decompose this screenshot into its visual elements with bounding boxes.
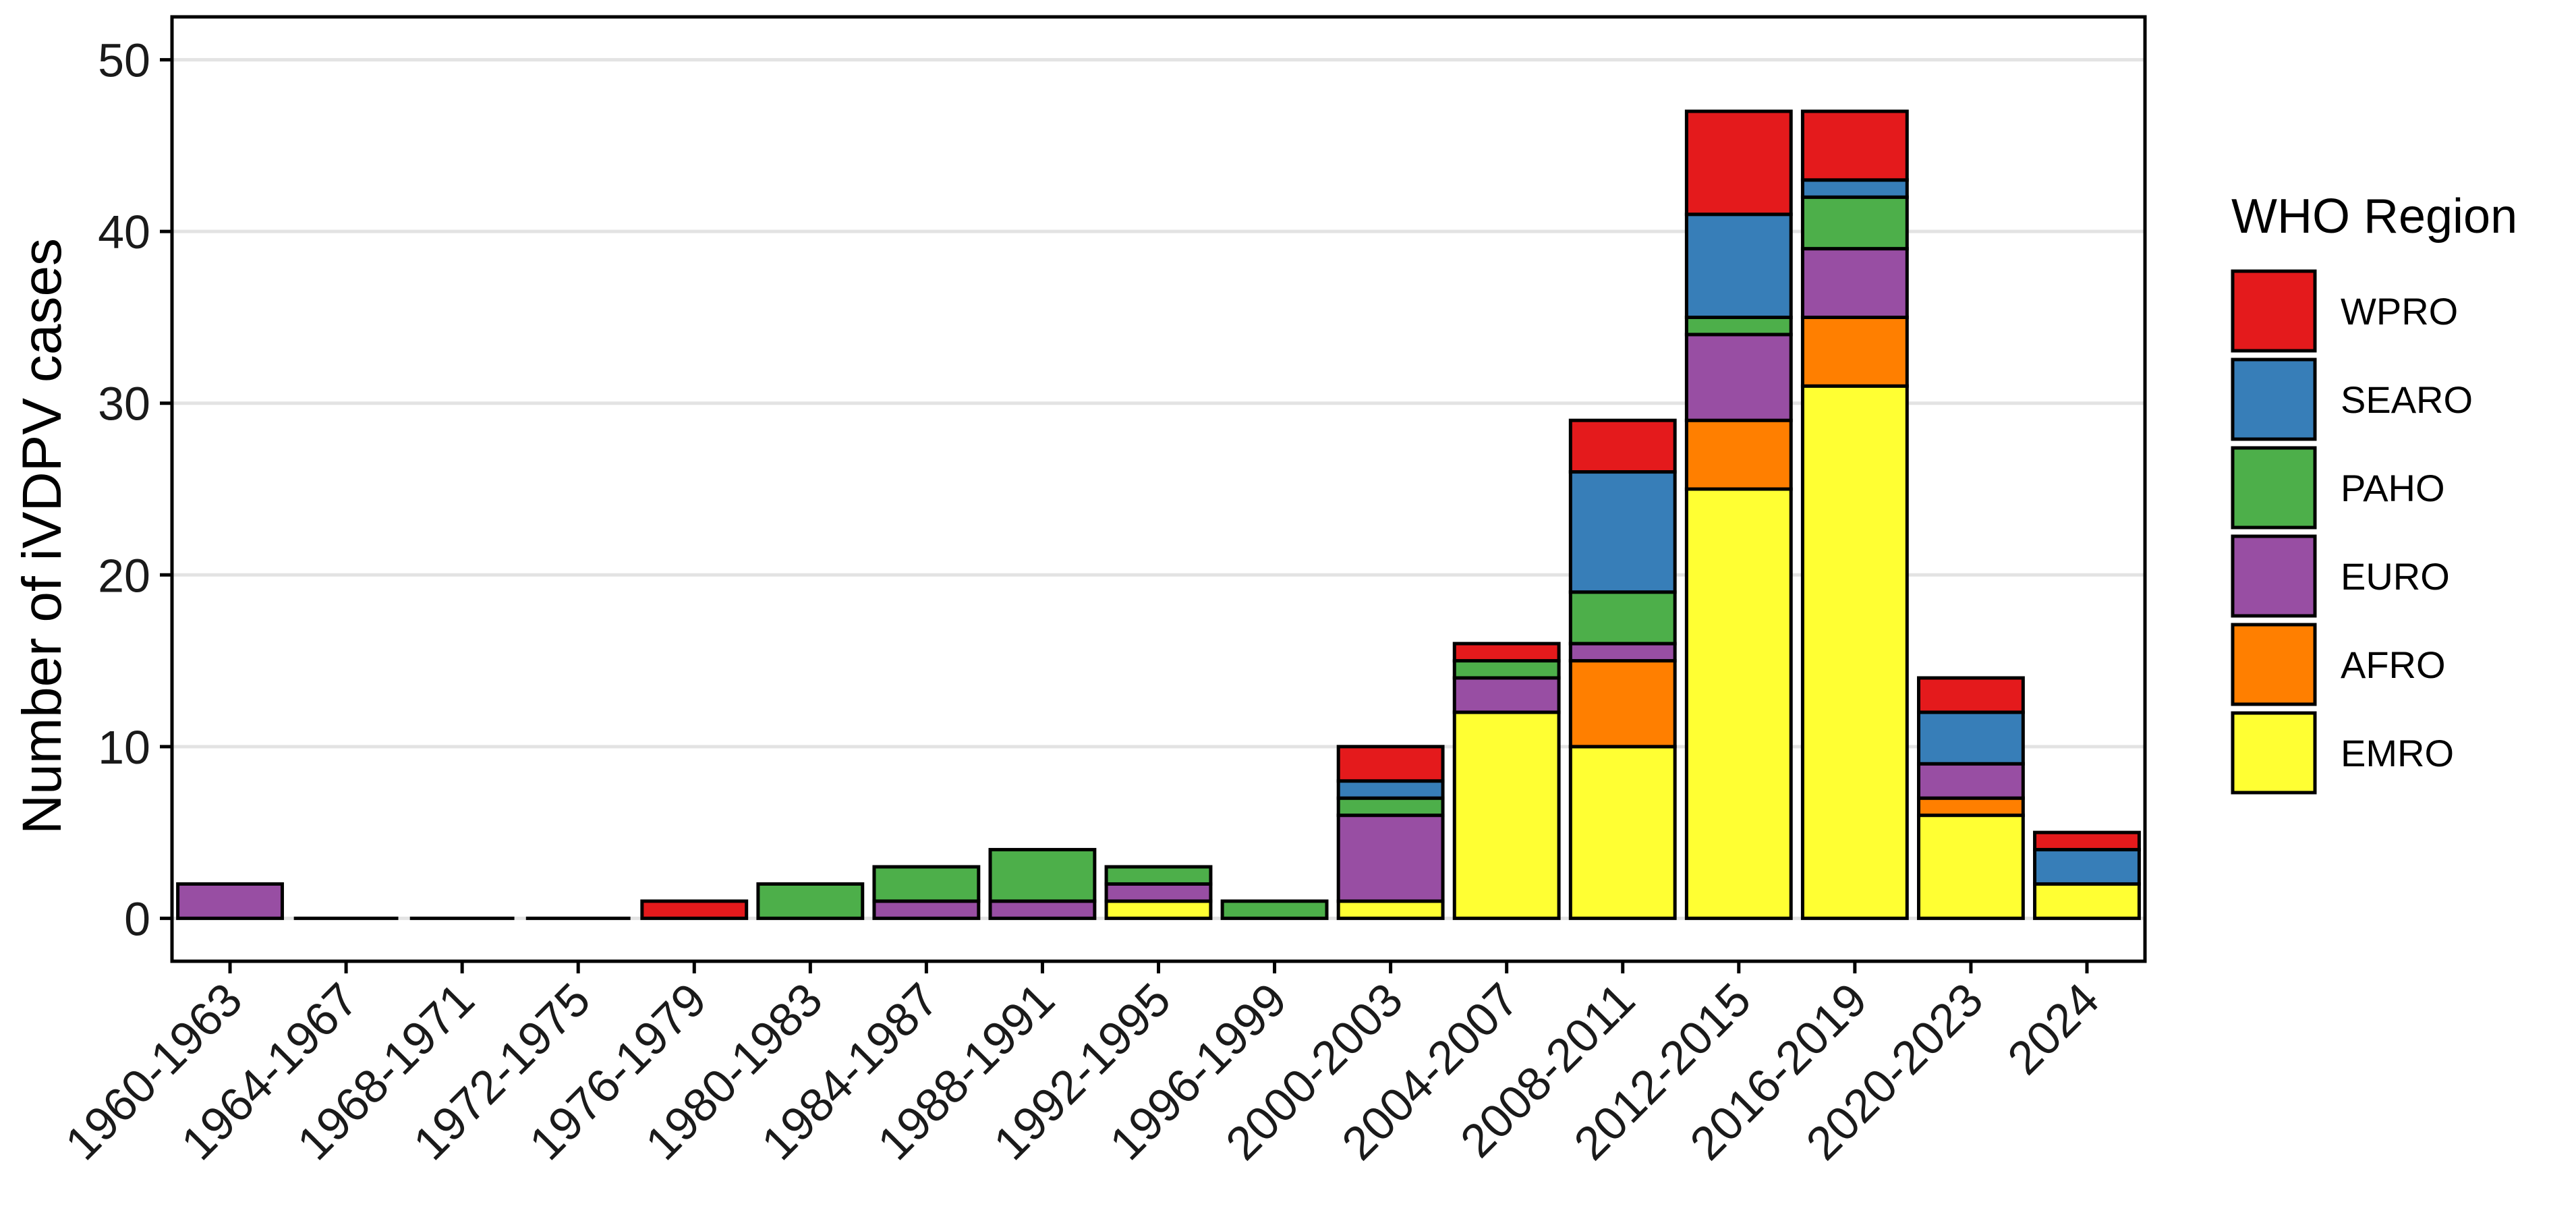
bar-segment-wpro xyxy=(1916,676,2025,714)
bar-segment-euro xyxy=(988,899,1097,920)
bar-segment-paho xyxy=(1568,590,1677,646)
legend-key-searo xyxy=(2231,358,2317,441)
bar-segment-paho xyxy=(1336,796,1445,818)
legend-label-searo: SEARO xyxy=(2341,378,2473,421)
bar-segment-paho xyxy=(1800,195,1909,251)
y-tick-label: 10 xyxy=(98,721,150,774)
bar-segment-wpro xyxy=(640,899,749,920)
y-tick-label: 50 xyxy=(98,34,150,87)
bar-segment-euro xyxy=(1104,882,1213,903)
bar-segment-searo xyxy=(1684,212,1793,319)
y-tick-label: 20 xyxy=(98,549,150,602)
bar-segment-paho xyxy=(1452,659,1561,680)
y-axis: 0 10 20 30 40 50 xyxy=(98,34,172,945)
bar-segment-searo xyxy=(1336,779,1445,800)
bar-segment-wpro xyxy=(2033,830,2141,852)
x-tick-label: 2024 xyxy=(1997,973,2109,1084)
legend-items: WPRO SEARO PAHO EURO AFRO EMRO xyxy=(2231,269,2473,795)
legend-key-afro xyxy=(2231,623,2317,706)
legend-label-wpro: WPRO xyxy=(2341,290,2458,333)
bar-segment-emro xyxy=(1452,710,1561,920)
bar-segment-wpro xyxy=(1684,109,1793,217)
legend-key-emro xyxy=(2231,711,2317,795)
bar-segment-paho xyxy=(1220,899,1329,920)
bar-segment-emro xyxy=(2033,882,2141,920)
legend-label-afro: AFRO xyxy=(2341,644,2446,686)
legend-label-euro: EURO xyxy=(2341,555,2450,598)
bar-segment-searo xyxy=(1568,470,1677,594)
legend: WHO Region WPRO SEARO PAHO EURO AFRO EMRO xyxy=(2231,190,2517,795)
bar-segment-paho xyxy=(1104,865,1213,886)
bar-segment-searo xyxy=(1800,178,1909,199)
legend-label-emro: EMRO xyxy=(2341,732,2454,774)
bar-segment-euro xyxy=(1336,814,1445,903)
bar-segment-wpro xyxy=(1568,418,1677,474)
bar-segment-paho xyxy=(988,848,1097,903)
bar-segment-euro xyxy=(1916,762,2025,800)
bar-segment-emro xyxy=(1800,384,1909,920)
y-tick-label: 30 xyxy=(98,378,150,430)
x-axis: 1960-19631964-19671968-19711972-19751976… xyxy=(55,961,2109,1170)
y-tick-label: 40 xyxy=(98,206,150,258)
bar-segment-euro xyxy=(872,899,981,920)
legend-key-wpro xyxy=(2231,269,2317,353)
bar-segment-emro xyxy=(1684,487,1793,920)
y-axis-label: Number of iVDPV cases xyxy=(11,238,73,834)
bar-segment-euro xyxy=(1684,333,1793,422)
bar-segment-euro xyxy=(1568,642,1677,663)
bar-segment-emro xyxy=(1568,745,1677,920)
bar-segment-afro xyxy=(1568,659,1677,749)
legend-label-paho: PAHO xyxy=(2341,467,2445,509)
bars xyxy=(176,109,2141,920)
legend-key-euro xyxy=(2231,534,2317,618)
bar-segment-euro xyxy=(1800,247,1909,319)
bar-segment-searo xyxy=(2033,848,2141,886)
bar-segment-euro xyxy=(1452,676,1561,714)
legend-key-paho xyxy=(2231,446,2317,530)
bar-segment-searo xyxy=(1916,710,2025,766)
bar-segment-emro xyxy=(1916,814,2025,920)
bar-segment-paho xyxy=(756,882,865,920)
bar-segment-paho xyxy=(1684,315,1793,337)
bar-segment-afro xyxy=(1916,796,2025,818)
y-tick-label: 0 xyxy=(124,892,150,945)
bar-segment-afro xyxy=(1684,418,1793,491)
bar-segment-euro xyxy=(176,882,284,920)
bar-segment-emro xyxy=(1336,899,1445,920)
bar-segment-paho xyxy=(872,865,981,903)
bar-segment-emro xyxy=(1104,899,1213,920)
bar-segment-wpro xyxy=(1452,642,1561,663)
bar-segment-wpro xyxy=(1336,745,1445,783)
bar-segment-afro xyxy=(1800,315,1909,388)
legend-title: WHO Region xyxy=(2231,190,2517,244)
bar-segment-wpro xyxy=(1800,109,1909,182)
